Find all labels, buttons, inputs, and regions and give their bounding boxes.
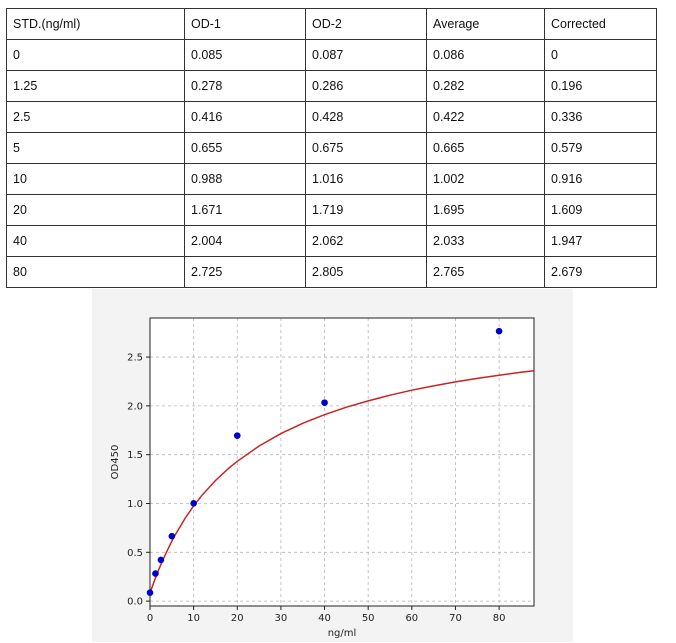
y-tick-label: 1.5 <box>127 450 143 461</box>
table-header-row: STD.(ng/ml) OD-1 OD-2 Average Corrected <box>6 8 657 40</box>
x-tick-label: 20 <box>231 613 244 624</box>
table-row: 10 0.988 1.016 1.002 0.916 <box>6 163 657 195</box>
table-cell: 20 <box>6 194 185 226</box>
table-cell: 2.033 <box>426 225 545 257</box>
table-cell: STD.(ng/ml) <box>6 8 185 40</box>
table-cell: Corrected <box>544 8 657 40</box>
table-cell: 2.5 <box>6 101 185 133</box>
table-cell: 1.016 <box>305 163 427 195</box>
table-cell: 0 <box>544 39 657 71</box>
y-tick-label: 2.0 <box>127 401 143 412</box>
standard-curve-table: STD.(ng/ml) OD-1 OD-2 Average Corrected 0 0.08… <box>6 8 657 288</box>
table-cell: 0.988 <box>184 163 306 195</box>
y-tick-label: 1.0 <box>127 499 143 510</box>
table-cell: 0.196 <box>544 70 657 102</box>
plot-frame <box>149 317 535 607</box>
x-tick-label: 0 <box>147 613 153 624</box>
table-cell: 0.085 <box>184 39 306 71</box>
table-cell: 2.805 <box>305 256 427 288</box>
table-cell: 10 <box>6 163 185 195</box>
table-cell: 0.675 <box>305 132 427 164</box>
table-cell: 0.428 <box>305 101 427 133</box>
standard-curve-chart: 0 10 20 30 40 50 60 70 80 0.0 0.5 1.0 1.5 2.0 2.5 ng/ml… <box>92 289 573 642</box>
table-row: 20 1.671 1.719 1.695 1.609 <box>6 194 657 226</box>
table-cell: 1.695 <box>426 194 545 226</box>
table-cell: 0.086 <box>426 39 545 71</box>
y-tick-label: 2.5 <box>127 353 143 364</box>
table-cell: 2.765 <box>426 256 545 288</box>
x-tick-label: 50 <box>362 613 375 624</box>
table-cell: 1.609 <box>544 194 657 226</box>
table-row: 40 2.004 2.062 2.033 1.947 <box>6 225 657 257</box>
y-tick-label: 0.5 <box>127 548 143 559</box>
table-cell: 0.655 <box>184 132 306 164</box>
table-row: 5 0.655 0.675 0.665 0.579 <box>6 132 657 164</box>
data-point <box>146 589 154 597</box>
table-cell: 0.422 <box>426 101 545 133</box>
x-tick-label: 30 <box>275 613 288 624</box>
table-cell: 0.278 <box>184 70 306 102</box>
x-axis-title: ng/ml <box>328 628 357 639</box>
data-point <box>168 532 176 540</box>
y-tick-label: 0.0 <box>127 597 143 608</box>
table-row: 0 0.085 0.087 0.086 0 <box>6 39 657 71</box>
x-tick-label: 10 <box>187 613 200 624</box>
table-cell: 1.947 <box>544 225 657 257</box>
table-cell: 0 <box>6 39 185 71</box>
table-cell: OD-1 <box>184 8 306 40</box>
x-tick-label: 70 <box>449 613 462 624</box>
data-point <box>152 570 159 577</box>
table-cell: 1.25 <box>6 70 185 102</box>
table-cell: 5 <box>6 132 185 164</box>
table-cell: 40 <box>6 225 185 257</box>
table-cell: 0.087 <box>305 39 427 71</box>
table-cell: 0.336 <box>544 101 657 133</box>
table-cell: 80 <box>6 256 185 288</box>
table-cell: 2.062 <box>305 225 427 257</box>
data-point <box>157 556 165 564</box>
x-tick-label: 80 <box>493 613 506 624</box>
data-point <box>233 432 241 439</box>
table-row: 1.25 0.278 0.286 0.282 0.196 <box>6 70 657 102</box>
x-tick-label: 40 <box>318 613 331 624</box>
data-point <box>495 327 503 335</box>
table-row: 2.5 0.416 0.428 0.422 0.336 <box>6 101 657 133</box>
table-cell: 1.002 <box>426 163 545 195</box>
table-cell: 0.579 <box>544 132 657 164</box>
table-cell: 0.916 <box>544 163 657 195</box>
y-axis-title: OD450 <box>110 445 121 480</box>
table-row: 80 2.725 2.805 2.765 2.679 <box>6 256 657 288</box>
fit-curve <box>149 369 535 593</box>
table-cell: 0.416 <box>184 101 306 133</box>
table-cell: 1.719 <box>305 194 427 226</box>
data-point <box>321 399 328 406</box>
table-cell: Average <box>426 8 545 40</box>
table-cell: 2.725 <box>184 256 306 288</box>
plot-area <box>150 318 534 606</box>
table-cell: 0.282 <box>426 70 545 102</box>
table-cell: 1.671 <box>184 194 306 226</box>
table-cell: OD-2 <box>305 8 427 40</box>
table-cell: 2.004 <box>184 225 306 257</box>
table-cell: 2.679 <box>544 256 657 288</box>
data-point <box>190 499 197 507</box>
x-tick-label: 60 <box>405 613 418 624</box>
table-cell: 0.665 <box>426 132 545 164</box>
table-cell: 0.286 <box>305 70 427 102</box>
chart-canvas: 0 10 20 30 40 50 60 70 80 0.0 0.5 1.0 1.5 2.0 2.5 ng/ml… <box>110 317 535 639</box>
